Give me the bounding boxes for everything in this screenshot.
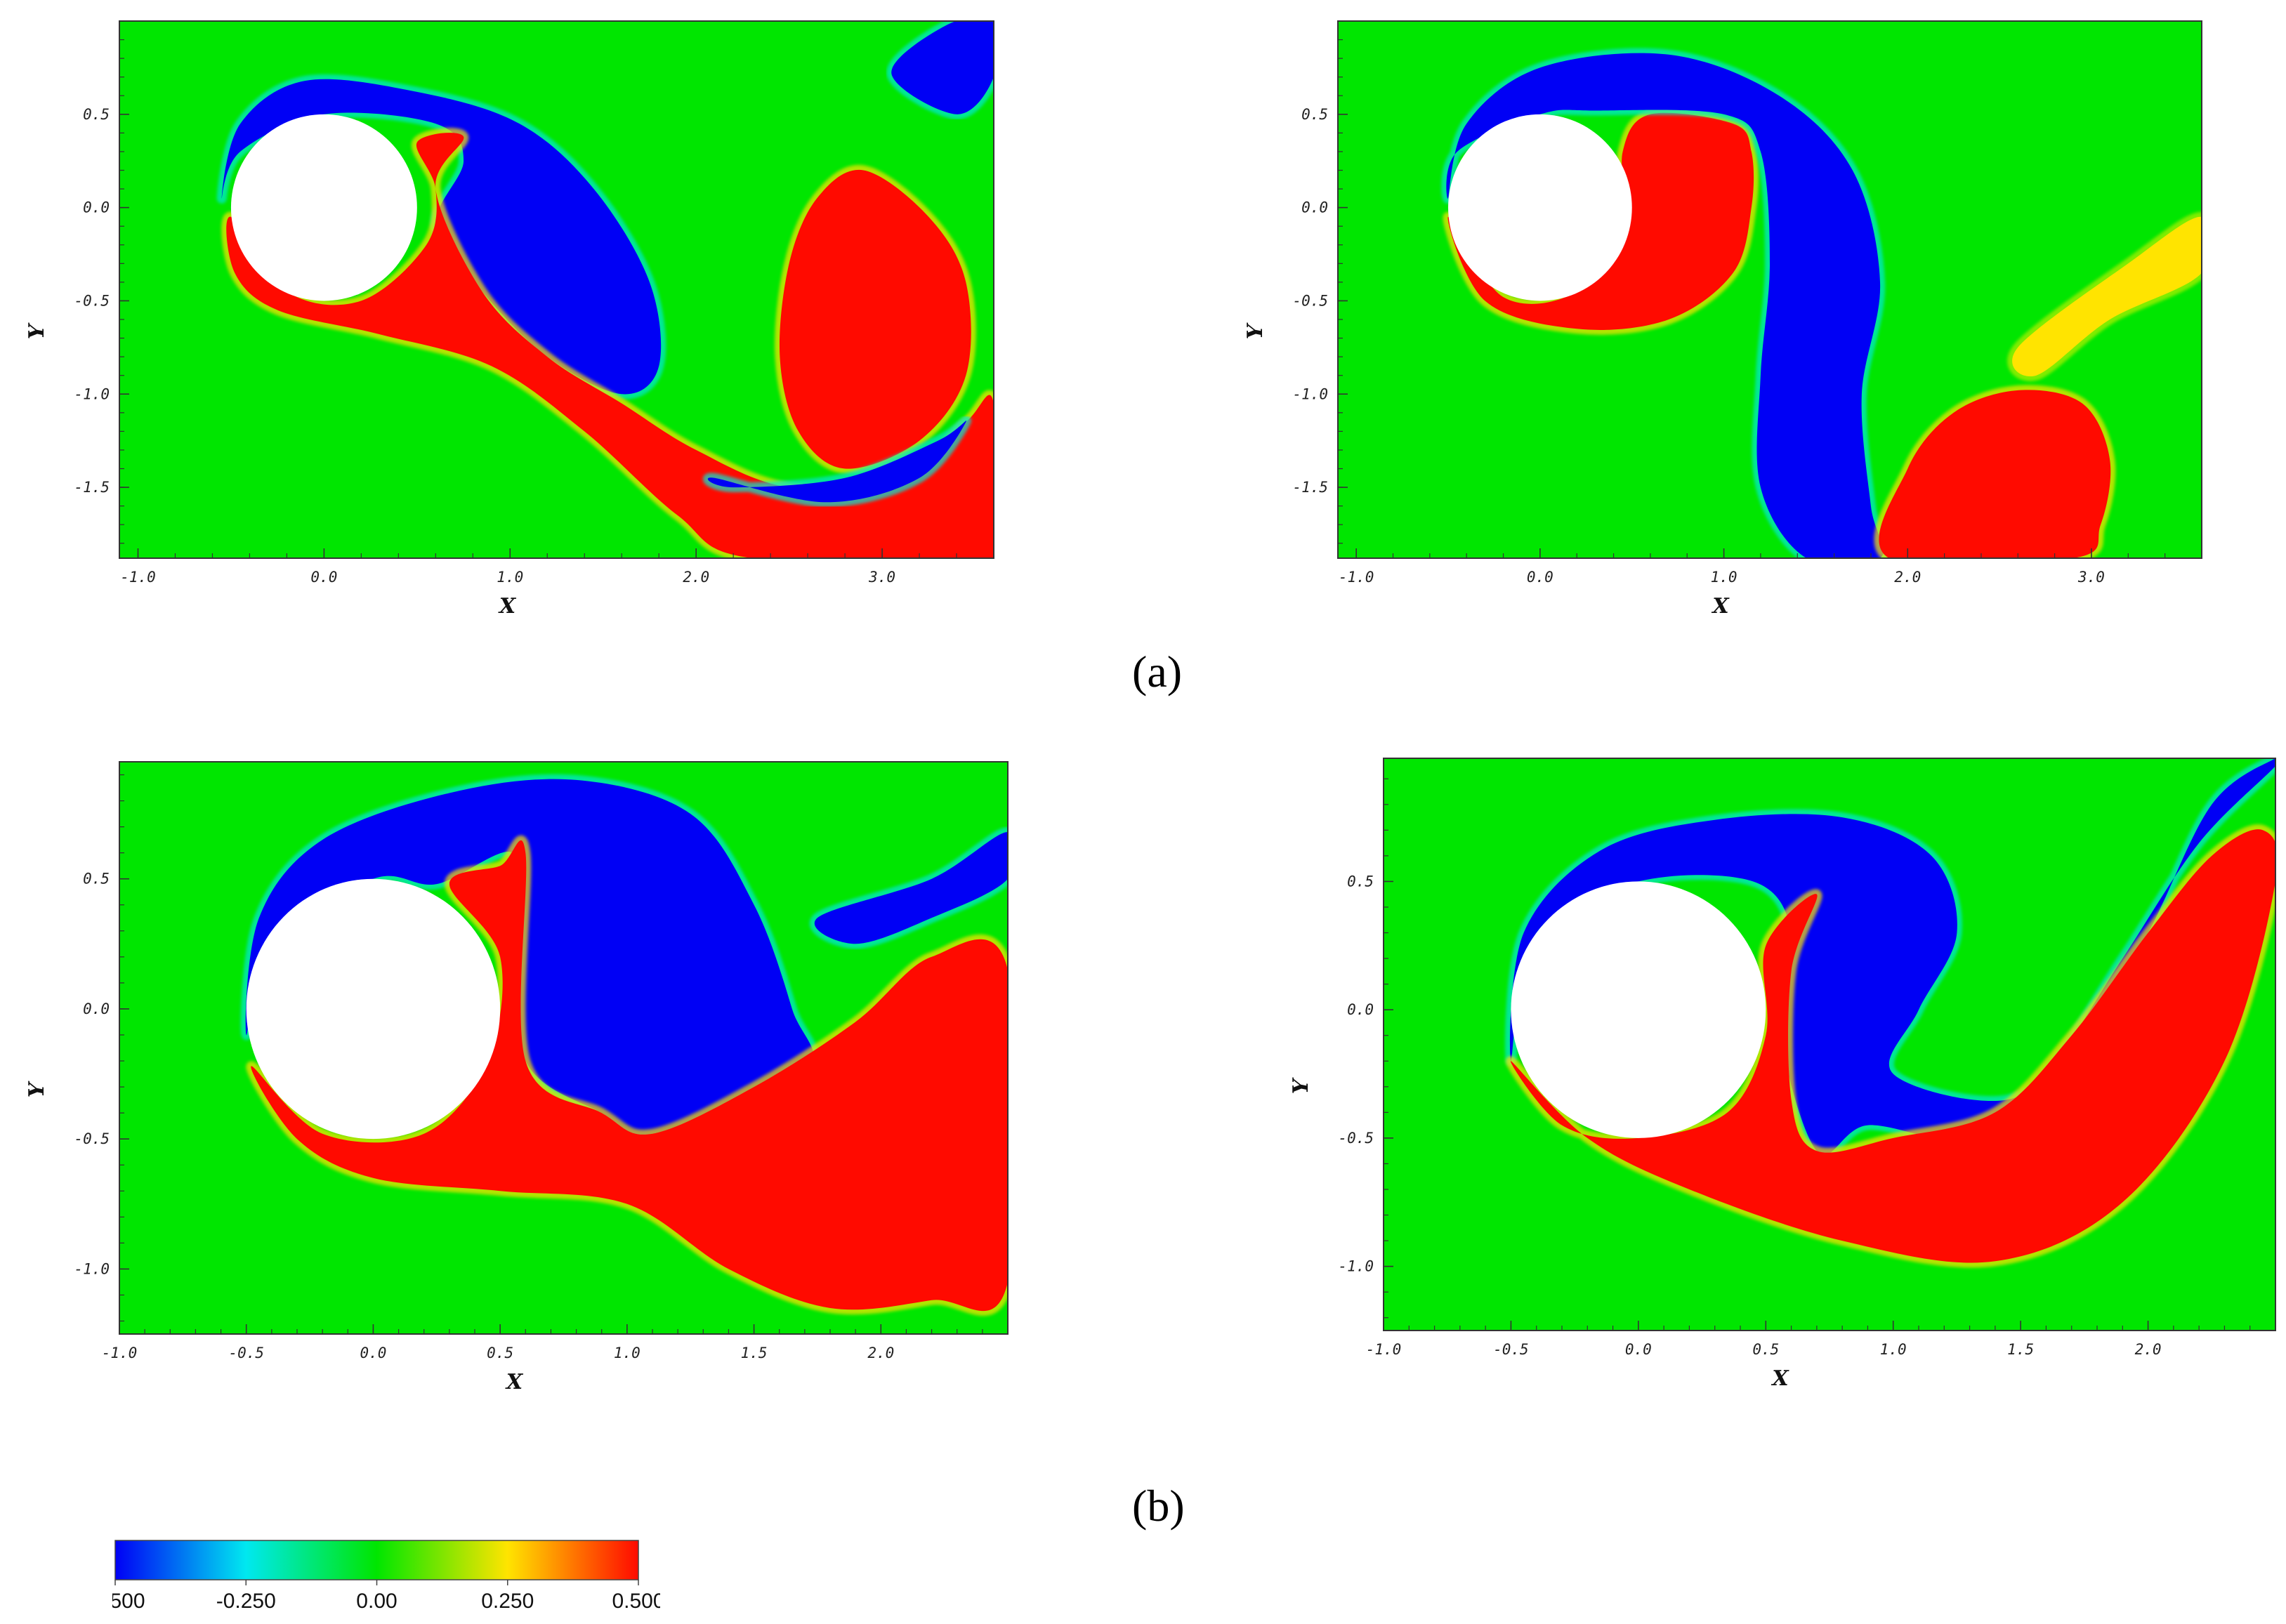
cylinder: [230, 114, 417, 301]
y-tick-label: -0.5: [74, 292, 110, 309]
region-negative-vortex-upper: [245, 779, 814, 1135]
region-negative-wake-arc: [707, 421, 967, 503]
y-tick-label: -0.5: [74, 1130, 110, 1147]
plot-frame: [119, 761, 1009, 1335]
region-positive-vortex-shed: [1879, 390, 2111, 558]
colorbar-tick-label: 0.250: [481, 1590, 534, 1613]
x-tick-label: 2.0: [683, 569, 709, 586]
x-tick-label: 0.0: [1527, 569, 1553, 586]
y-tick-label: -1.0: [74, 1260, 110, 1277]
x-tick-label: 2.0: [1894, 569, 1921, 586]
contour-plot-svg: -1.0 -0.5 0.0 0.5 1.0 1.5 2.0 0.5 0.0 -0.5 -1.0 X Y: [1289, 758, 2276, 1391]
y-axis-label: Y: [25, 322, 49, 339]
y-tick-label: -1.0: [1292, 385, 1328, 402]
x-tick-label: 0.5: [487, 1345, 513, 1361]
caption-a: (a): [1132, 647, 1183, 697]
colorbar-svg: -0.500 -0.250 0.00 0.250 0.500: [85, 1540, 665, 1613]
cylinder: [1448, 114, 1632, 301]
y-tick-label: 0.5: [1347, 873, 1374, 890]
x-axis-label: X: [1771, 1366, 1789, 1391]
y-axis-label: Y: [1243, 322, 1268, 339]
x-tick-label: 0.0: [360, 1345, 386, 1361]
region-negative-vortex-tongue: [1446, 53, 1884, 558]
region-positive-shear-layer: [251, 840, 1008, 1312]
x-tick-label: 0.0: [1625, 1341, 1652, 1358]
x-tick-label: -1.0: [102, 1345, 138, 1361]
region-positive-shear-layer-lower: [226, 133, 994, 558]
contour-plot-svg: -1.0 0.0 1.0 2.0 3.0 0.5 0.0 -0.5 -1.0 -1.5 X Y: [1243, 20, 2202, 619]
region-negative-wake-tail: [814, 832, 1008, 944]
caption-b: (b): [1132, 1481, 1185, 1531]
contour-panel-b-right: -1.0 -0.5 0.0 0.5 1.0 1.5 2.0 0.5 0.0 -0.5 -1.0 X Y: [1271, 751, 2282, 1391]
contour-panel-b-left: -1.0 -0.5 0.0 0.5 1.0 1.5 2.0 0.5 0.0 -0.5 -1.0 X Y: [14, 751, 1018, 1394]
contour-plot-svg: -1.0 -0.5 0.0 0.5 1.0 1.5 2.0 0.5 0.0 -0.5 -1.0 X Y: [25, 761, 1009, 1394]
y-tick-label: 0.5: [1301, 106, 1328, 123]
y-tick-label: 0.5: [83, 871, 110, 887]
y-tick-label: 0.0: [1347, 1001, 1374, 1018]
y-axis-label: Y: [25, 1081, 49, 1097]
x-tick-label: -0.5: [1493, 1341, 1529, 1358]
region-positive-wake-tail: [2012, 216, 2202, 376]
y-tick-label: -0.5: [1338, 1130, 1374, 1147]
plot-frame: [1337, 20, 2202, 559]
x-tick-label: -1.0: [1339, 569, 1374, 586]
colorbar-gradient: [114, 1540, 639, 1580]
region-negative-wake-arc-edge: [702, 416, 972, 508]
cylinder: [1511, 881, 1766, 1138]
y-tick-label: -0.5: [1292, 292, 1328, 309]
contour-panel-a-right: -1.0 0.0 1.0 2.0 3.0 0.5 0.0 -0.5 -1.0 -1.5 X Y: [1236, 11, 2205, 619]
x-tick-label: 0.0: [310, 569, 337, 586]
contour-plot-svg: -1.0 0.0 1.0 2.0 3.0 0.5 0.0 -0.5 -1.0 -1.5 X Y: [25, 20, 994, 619]
x-tick-label: 1.0: [497, 569, 523, 586]
y-tick-label: -1.5: [1292, 479, 1328, 496]
y-tick-label: 0.0: [1301, 199, 1328, 216]
contour-panel-a-left: -1.0 0.0 1.0 2.0 3.0 0.5 0.0 -0.5 -1.0 -1.5 X Y: [14, 11, 997, 619]
x-tick-label: 1.0: [614, 1345, 641, 1361]
y-axis-label: Y: [1289, 1077, 1313, 1094]
y-tick-label: 0.5: [83, 106, 110, 123]
x-axis-label: X: [1711, 594, 1730, 619]
y-tick-label: -1.0: [1338, 1258, 1374, 1275]
colorbar-tick-label: -0.500: [112, 1590, 145, 1613]
y-tick-label: -1.0: [74, 385, 110, 402]
region-positive-vortex-shed: [779, 169, 971, 469]
x-tick-label: 3.0: [868, 569, 895, 586]
y-tick-label: 0.0: [83, 1001, 110, 1017]
x-tick-label: 1.5: [2007, 1341, 2034, 1358]
cylinder: [246, 878, 501, 1140]
x-tick-label: 3.0: [2077, 569, 2105, 586]
region-negative-vortex-upper: [1509, 758, 2275, 1156]
x-tick-label: 2.0: [867, 1345, 894, 1361]
colorbar-tick-label: 0.00: [356, 1590, 397, 1613]
colorbar: -0.500 -0.250 0.00 0.250 0.500: [85, 1539, 665, 1619]
x-tick-label: 2.0: [2135, 1341, 2162, 1358]
x-tick-label: 1.5: [741, 1345, 768, 1361]
x-tick-label: -0.5: [228, 1345, 264, 1361]
plot-frame: [119, 20, 994, 559]
x-tick-label: 0.5: [1752, 1341, 1779, 1358]
x-axis-label: X: [505, 1370, 524, 1394]
y-tick-label: 0.0: [83, 199, 110, 216]
plot-frame: [1383, 758, 2276, 1331]
colorbar-tick-label: 0.500: [612, 1590, 660, 1613]
x-tick-label: 1.0: [1880, 1341, 1907, 1358]
x-axis-label: X: [498, 594, 517, 619]
x-tick-label: 1.0: [1711, 569, 1738, 586]
region-positive-vortex-near: [1447, 112, 1754, 330]
x-tick-label: -1.0: [1366, 1341, 1402, 1358]
region-positive-shear-layer: [1510, 829, 2275, 1263]
y-tick-label: -1.5: [74, 479, 110, 496]
region-negative-wake-tail: [891, 21, 994, 114]
colorbar-tick-label: -0.250: [216, 1590, 276, 1613]
x-tick-label: -1.0: [120, 569, 156, 586]
